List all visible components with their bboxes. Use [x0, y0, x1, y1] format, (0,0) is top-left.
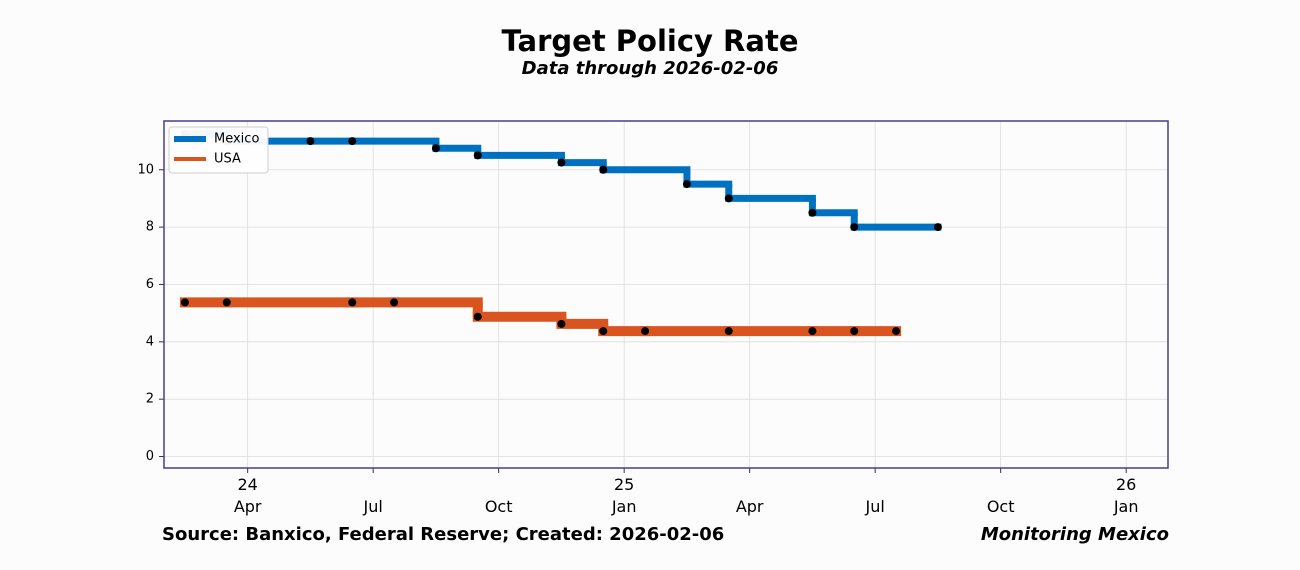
chart-title: Target Policy Rate: [502, 24, 799, 58]
x-tick-label: Jul: [363, 497, 383, 516]
marker: [390, 298, 399, 307]
x-tick-label: Oct: [986, 497, 1015, 516]
marker: [850, 223, 859, 232]
x-tick-label: 25 Jan: [611, 475, 637, 516]
marker: [557, 158, 566, 167]
y-tick-label: 4: [146, 334, 154, 349]
marker: [808, 327, 817, 336]
x-tick-label: Jul: [865, 497, 885, 516]
marker: [348, 298, 357, 307]
chart-subtitle: Data through 2026-02-06: [522, 58, 779, 79]
marker: [933, 223, 942, 232]
marker: [599, 165, 608, 174]
marker: [808, 208, 817, 217]
series: [180, 129, 942, 232]
marker: [348, 137, 357, 146]
marker: [724, 327, 733, 336]
marker: [850, 327, 859, 336]
marker: [306, 137, 315, 146]
y-tick-label: 8: [146, 220, 154, 235]
marker: [682, 180, 691, 189]
marker: [431, 144, 440, 153]
marker: [222, 298, 231, 307]
brand: Monitoring Mexico: [981, 524, 1169, 545]
legend-label: Mexico: [214, 132, 259, 147]
marker: [724, 194, 733, 203]
x-tick-label: Oct: [484, 497, 513, 516]
y-tick-label: 0: [146, 449, 154, 464]
y-tick-label: 6: [146, 277, 154, 292]
marker: [180, 298, 189, 307]
marker: [599, 327, 608, 336]
series: [179, 297, 902, 337]
y-tick-label: 10: [137, 162, 154, 177]
x-tick-label: 26 Jan: [1113, 475, 1139, 516]
plot-frame: [163, 120, 1169, 469]
x-tick-label: Apr: [735, 497, 764, 516]
marker: [892, 327, 901, 336]
y-tick-label: 2: [146, 392, 154, 407]
marker: [473, 151, 482, 160]
legend-label: USA: [214, 152, 241, 167]
marker: [473, 312, 482, 321]
x-tick-label: 24 Apr: [233, 475, 262, 516]
marker: [557, 319, 566, 328]
marker: [641, 327, 650, 336]
source-note: Source: Banxico, Federal Reserve; Create…: [162, 524, 724, 545]
